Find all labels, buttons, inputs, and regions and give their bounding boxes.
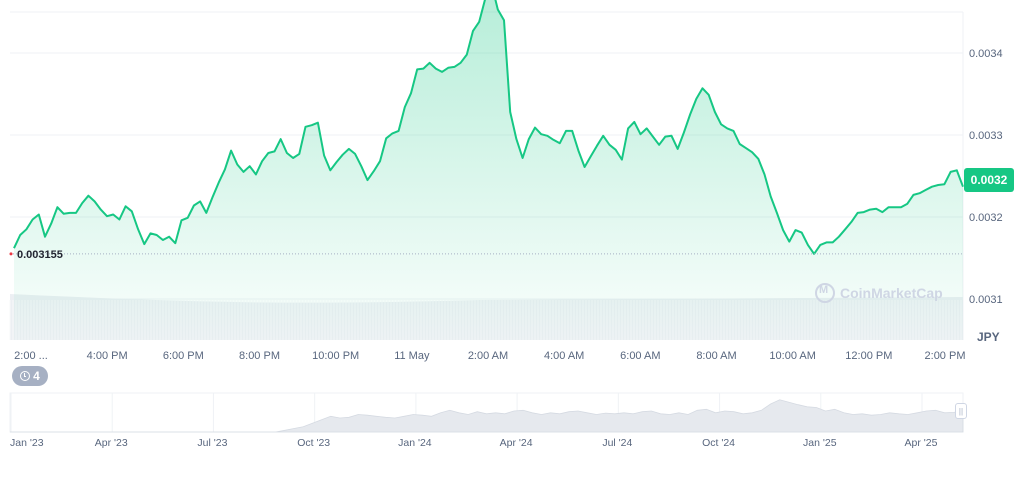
price-line — [13, 0, 964, 255]
price-area — [14, 0, 963, 340]
x-tick-label: 6:00 PM — [163, 350, 204, 362]
history-badge[interactable]: 4 — [12, 366, 48, 386]
currency-unit-label: JPY — [977, 330, 1000, 344]
overview-x-label: Oct '24 — [702, 437, 735, 449]
watermark: CoinMarketCap — [815, 283, 943, 303]
coinmarketcap-logo-icon — [815, 283, 835, 303]
history-icon — [20, 371, 31, 381]
price-area-layer — [13, 0, 964, 340]
overview-x-axis: Jan '23 Apr '23 Jul '23 Oct '23 Jan '24 Apr '… — [10, 437, 938, 449]
overview-x-label: Jul '23 — [197, 437, 227, 449]
x-tick-label: 11 May — [394, 350, 430, 362]
overview-x-label: Jan '23 — [10, 437, 44, 449]
x-tick-label: 4:00 PM — [87, 350, 128, 362]
overview-area — [10, 399, 964, 433]
overview-x-label: Oct '23 — [297, 437, 330, 449]
overview-x-label: Apr '23 — [95, 437, 128, 449]
history-count: 4 — [33, 369, 40, 383]
x-tick-label: 8:00 PM — [239, 350, 280, 362]
x-tick-label: 10:00 AM — [769, 350, 815, 362]
x-tick-label: 6:00 AM — [620, 350, 660, 362]
overview-x-label: Jan '24 — [398, 437, 432, 449]
overview-x-label: Apr '25 — [905, 437, 938, 449]
y-tick-label: 0.0034 — [969, 48, 1003, 60]
x-axis: 2:00 ... 4:00 PM 6:00 PM 8:00 PM 10:00 PM 11 … — [14, 350, 965, 362]
y-tick-label: 0.0032 — [969, 212, 1003, 224]
x-tick-label: 4:00 AM — [544, 350, 584, 362]
overview-x-label: Jan '25 — [803, 437, 837, 449]
x-tick-label: 12:00 PM — [845, 350, 892, 362]
watermark-text: CoinMarketCap — [840, 285, 943, 301]
x-tick-label: 10:00 PM — [312, 350, 359, 362]
x-tick-label: 2:00 ... — [14, 350, 48, 362]
reference-label: 0.003155 — [17, 249, 63, 261]
overview-x-label: Jul '24 — [602, 437, 632, 449]
overview-x-label: Apr '24 — [500, 437, 533, 449]
x-tick-label: 8:00 AM — [696, 350, 736, 362]
x-tick-label: 2:00 PM — [925, 350, 966, 362]
y-tick-label: 0.0031 — [969, 294, 1003, 306]
current-price-badge: 0.0032 — [964, 168, 1014, 192]
overview-range-handle[interactable]: || — [955, 403, 967, 419]
reference-dot — [9, 252, 13, 256]
overview-chart[interactable] — [9, 392, 964, 433]
reference-line-layer: 0.003155 — [9, 249, 963, 261]
y-tick-label: 0.0033 — [969, 130, 1003, 142]
x-tick-label: 2:00 AM — [468, 350, 508, 362]
y-axis: 0.0034 0.0033 0.0032 0.0031 — [969, 48, 1003, 306]
